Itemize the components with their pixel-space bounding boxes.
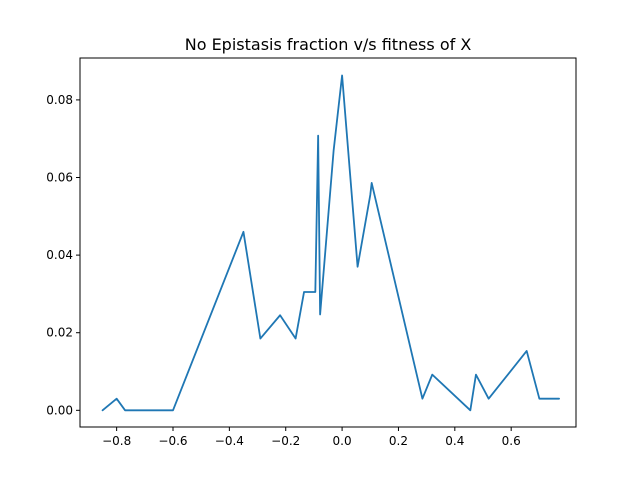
y-tick-label: 0.00: [46, 403, 73, 417]
x-tick-label: 0.4: [445, 434, 464, 448]
x-tick-label: 0.6: [502, 434, 521, 448]
x-tick-label: −0.6: [158, 434, 187, 448]
y-tick-label: 0.02: [46, 326, 73, 340]
plot-area: −0.8 −0.6 −0.4 −0.2 0.0 0.2 0.4 0.6 0.00 0.02 0.04…: [46, 57, 577, 448]
series-line: [101, 74, 560, 412]
y-tick-label: 0.04: [46, 248, 73, 262]
x-tick-label: 0.0: [333, 434, 352, 448]
x-tick-label: 0.2: [389, 434, 408, 448]
x-tick-label: −0.8: [102, 434, 131, 448]
x-tick-label: −0.4: [215, 434, 244, 448]
axes-frame: [79, 57, 577, 428]
chart-title: No Epistasis fraction v/s fitness of X: [185, 35, 472, 54]
y-tick-label: 0.06: [46, 171, 73, 185]
y-tick-label: 0.08: [46, 93, 73, 107]
x-tick-label: −0.2: [271, 434, 300, 448]
